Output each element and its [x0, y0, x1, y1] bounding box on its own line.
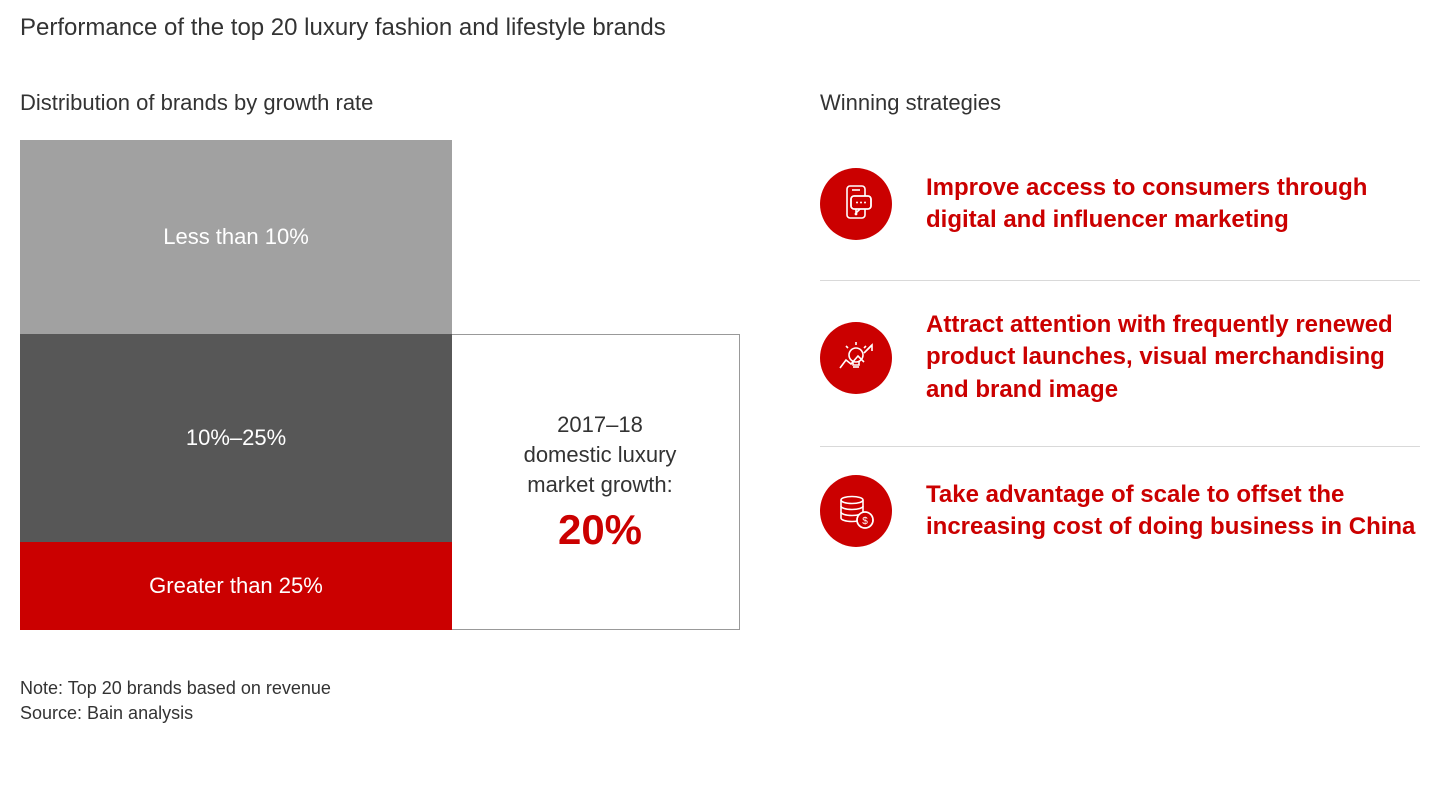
callout-column: 2017–18 domestic luxury market growth: 2…	[452, 140, 740, 630]
chart-row: Less than 10% 10%–25% Greater than 25% 2…	[20, 140, 740, 630]
strategy-text-0: Improve access to consumers through digi…	[926, 172, 1420, 237]
footnote-source: Source: Bain analysis	[20, 701, 1420, 726]
strategy-item-2: $ Take advantage of scale to offset the …	[820, 446, 1420, 587]
page-title: Performance of the top 20 luxury fashion…	[20, 14, 1420, 42]
content-area: Distribution of brands by growth rate Le…	[20, 90, 1420, 630]
coins-cost-icon: $	[820, 475, 892, 547]
left-panel: Distribution of brands by growth rate Le…	[20, 90, 740, 630]
strategy-text-1: Attract attention with frequently renewe…	[926, 309, 1420, 406]
callout-line1: 2017–18	[557, 410, 643, 440]
bar-segment-1: 10%–25%	[20, 334, 452, 542]
stacked-bar: Less than 10% 10%–25% Greater than 25%	[20, 140, 452, 630]
strategy-item-0: Improve access to consumers through digi…	[820, 140, 1420, 280]
callout-line2: domestic luxury	[524, 440, 677, 470]
bar-segment-0: Less than 10%	[20, 140, 452, 334]
right-panel: Winning strategies Im	[780, 90, 1420, 630]
callout-line3: market growth:	[527, 470, 673, 500]
left-heading: Distribution of brands by growth rate	[20, 90, 740, 116]
strategies-list: Improve access to consumers through digi…	[820, 140, 1420, 587]
idea-growth-icon	[820, 322, 892, 394]
bar-segment-2: Greater than 25%	[20, 542, 452, 630]
svg-text:$: $	[862, 516, 868, 527]
footnote-note: Note: Top 20 brands based on revenue	[20, 676, 1420, 701]
callout-value: 20%	[558, 506, 642, 554]
callout-text: 2017–18 domestic luxury market growth: 2…	[470, 334, 730, 630]
strategy-text-2: Take advantage of scale to offset the in…	[926, 479, 1420, 544]
right-heading: Winning strategies	[820, 90, 1420, 116]
footnotes: Note: Top 20 brands based on revenue Sou…	[20, 676, 1420, 726]
strategy-item-1: Attract attention with frequently renewe…	[820, 280, 1420, 446]
phone-chat-icon	[820, 168, 892, 240]
